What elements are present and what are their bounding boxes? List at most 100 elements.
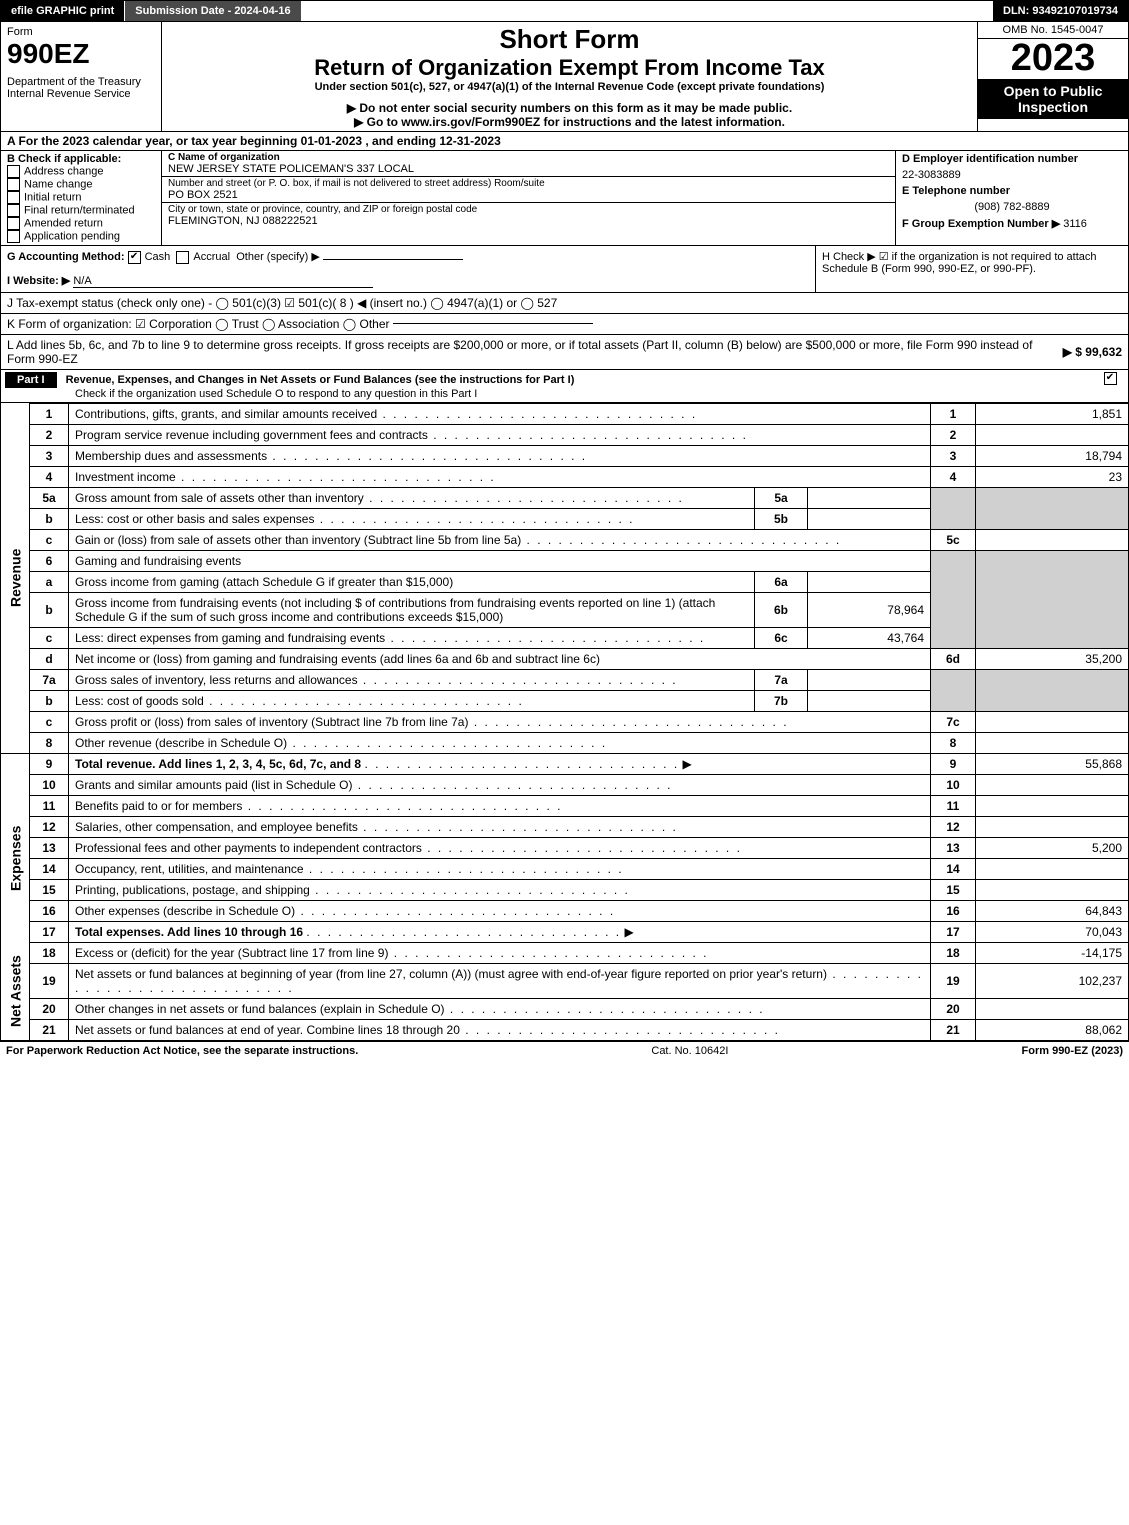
check-application-pending[interactable] (7, 230, 20, 243)
line-7b-val (808, 690, 931, 711)
line-8: Other revenue (describe in Schedule O) (69, 732, 931, 753)
line-6d: Net income or (loss) from gaming and fun… (69, 648, 931, 669)
line-7c-val (976, 711, 1129, 732)
part1-label: Part I (5, 372, 57, 388)
line-6a: Gross income from gaming (attach Schedul… (69, 571, 755, 592)
check-accrual[interactable] (176, 251, 189, 264)
efile-print-button[interactable]: efile GRAPHIC print (1, 1, 125, 21)
ssn-warning: ▶ Do not enter social security numbers o… (168, 101, 971, 115)
line-11-val (976, 795, 1129, 816)
j-tax-exempt: J Tax-exempt status (check only one) - ◯… (7, 296, 557, 310)
line-9-val: 55,868 (976, 753, 1129, 774)
dept-label: Department of the Treasury Internal Reve… (7, 76, 155, 100)
line-2: Program service revenue including govern… (69, 424, 931, 445)
line-6a-val (808, 571, 931, 592)
line-7a: Gross sales of inventory, less returns a… (69, 669, 755, 690)
org-name: NEW JERSEY STATE POLICEMAN'S 337 LOCAL (168, 163, 889, 175)
title-short-form: Short Form (168, 24, 971, 55)
line-6b-val: 78,964 (808, 592, 931, 627)
line-7c: Gross profit or (loss) from sales of inv… (69, 711, 931, 732)
c-street-label: Number and street (or P. O. box, if mail… (168, 178, 889, 189)
line-7a-val (808, 669, 931, 690)
group-number: 3116 (1063, 218, 1087, 230)
line-6b: Gross income from fundraising events (no… (69, 592, 755, 627)
part1-title: Revenue, Expenses, and Changes in Net As… (66, 374, 575, 386)
c-city-label: City or town, state or province, country… (168, 204, 889, 215)
k-form-org: K Form of organization: ☑ Corporation ◯ … (7, 317, 390, 331)
header-right: OMB No. 1545-0047 2023 Open to Public In… (978, 22, 1128, 131)
line-10: Grants and similar amounts paid (list in… (69, 774, 931, 795)
line-20: Other changes in net assets or fund bala… (69, 998, 931, 1019)
line-16-val: 64,843 (976, 900, 1129, 921)
line-20-val (976, 998, 1129, 1019)
org-street: PO BOX 2521 (168, 189, 889, 201)
check-amended-return[interactable] (7, 217, 20, 230)
line-10-val (976, 774, 1129, 795)
col-b: B Check if applicable: Address change Na… (1, 151, 162, 245)
line-13: Professional fees and other payments to … (69, 837, 931, 858)
line-19: Net assets or fund balances at beginning… (69, 963, 931, 998)
row-a-period: A For the 2023 calendar year, or tax yea… (0, 132, 1129, 151)
section-bcdef: B Check if applicable: Address change Na… (0, 151, 1129, 246)
h-schedule-b: H Check ▶ ☑ if the organization is not r… (816, 246, 1128, 292)
line-3-val: 18,794 (976, 445, 1129, 466)
goto-link[interactable]: ▶ Go to www.irs.gov/Form990EZ for instru… (168, 115, 971, 129)
line-18: Excess or (deficit) for the year (Subtra… (69, 942, 931, 963)
line-3: Membership dues and assessments (69, 445, 931, 466)
form-number: 990EZ (7, 38, 155, 70)
line-21-val: 88,062 (976, 1019, 1129, 1040)
col-c: C Name of organization NEW JERSEY STATE … (162, 151, 896, 245)
title-return: Return of Organization Exempt From Incom… (168, 55, 971, 81)
header-left: Form 990EZ Department of the Treasury In… (1, 22, 162, 131)
check-initial-return[interactable] (7, 191, 20, 204)
line-1: Contributions, gifts, grants, and simila… (69, 403, 931, 424)
line-2-val (976, 424, 1129, 445)
submission-date: Submission Date - 2024-04-16 (125, 1, 300, 21)
i-website-label: I Website: ▶ (7, 275, 70, 287)
line-17-val: 70,043 (976, 921, 1129, 942)
line-11: Benefits paid to or for members (69, 795, 931, 816)
b-label: B Check if applicable: (7, 153, 155, 165)
row-j: J Tax-exempt status (check only one) - ◯… (0, 293, 1129, 314)
part1-sub: Check if the organization used Schedule … (75, 388, 477, 400)
footer-mid: Cat. No. 10642I (358, 1045, 1021, 1057)
line-6: Gaming and fundraising events (69, 550, 931, 571)
check-schedule-o[interactable] (1104, 372, 1117, 385)
g-accounting: G Accounting Method: Cash Accrual Other … (1, 246, 816, 292)
line-7b: Less: cost of goods sold (69, 690, 755, 711)
telephone: (908) 782-8889 (902, 201, 1122, 213)
line-19-val: 102,237 (976, 963, 1129, 998)
l-text: L Add lines 5b, 6c, and 7b to line 9 to … (7, 338, 1063, 366)
row-l: L Add lines 5b, 6c, and 7b to line 9 to … (0, 335, 1129, 370)
line-1-val: 1,851 (976, 403, 1129, 424)
side-revenue: Revenue (1, 403, 30, 753)
line-16: Other expenses (describe in Schedule O) (69, 900, 931, 921)
line-5c: Gain or (loss) from sale of assets other… (69, 529, 931, 550)
line-5b: Less: cost or other basis and sales expe… (69, 508, 755, 529)
line-8-val (976, 732, 1129, 753)
top-bar: efile GRAPHIC print Submission Date - 20… (0, 0, 1129, 22)
tax-year: 2023 (978, 39, 1128, 77)
line-15-val (976, 879, 1129, 900)
line-5b-val (808, 508, 931, 529)
line-5a: Gross amount from sale of assets other t… (69, 487, 755, 508)
line-4-val: 23 (976, 466, 1129, 487)
line-17: Total expenses. Add lines 10 through 16 (75, 925, 303, 939)
check-name-change[interactable] (7, 178, 20, 191)
line-4: Investment income (69, 466, 931, 487)
col-d: D Employer identification number 22-3083… (896, 151, 1128, 245)
side-expenses: Expenses (1, 774, 30, 942)
header-mid: Short Form Return of Organization Exempt… (162, 22, 978, 131)
check-address-change[interactable] (7, 165, 20, 178)
form-label: Form (7, 26, 155, 38)
footer-left: For Paperwork Reduction Act Notice, see … (6, 1045, 358, 1057)
part1-table: Revenue 1Contributions, gifts, grants, a… (0, 403, 1129, 1041)
l-value: ▶ $ 99,632 (1063, 345, 1122, 359)
check-final-return[interactable] (7, 204, 20, 217)
line-13-val: 5,200 (976, 837, 1129, 858)
row-k: K Form of organization: ☑ Corporation ◯ … (0, 314, 1129, 335)
page-footer: For Paperwork Reduction Act Notice, see … (0, 1041, 1129, 1060)
check-cash[interactable] (128, 251, 141, 264)
line-6d-val: 35,200 (976, 648, 1129, 669)
line-12: Salaries, other compensation, and employ… (69, 816, 931, 837)
